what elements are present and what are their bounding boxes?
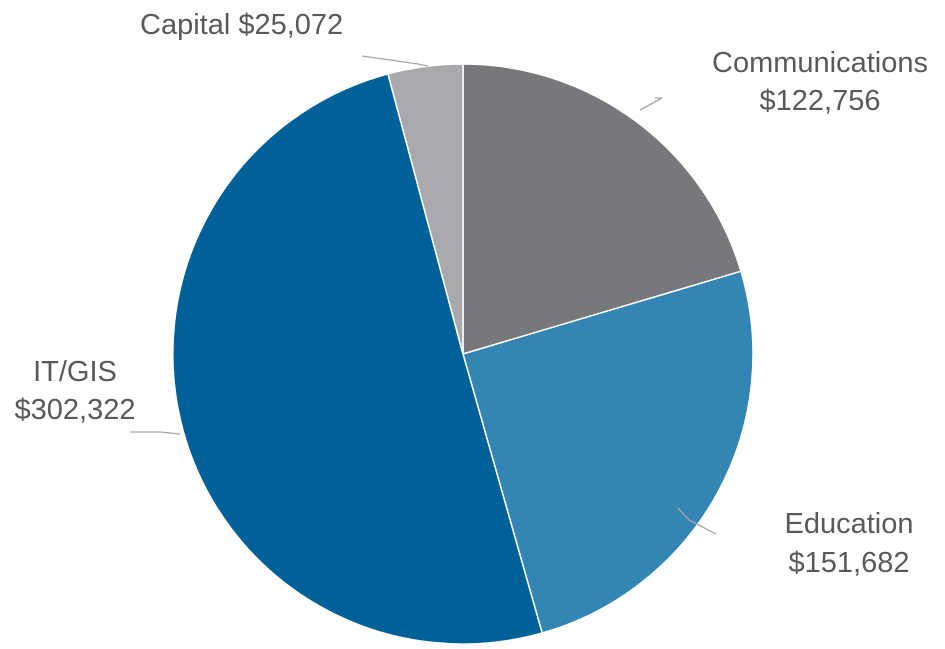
slice-communications[interactable] [462, 63, 742, 356]
leader-line-it-gis [130, 431, 181, 435]
pie-slices [172, 63, 754, 645]
label-capital: Capital $25,072 [140, 9, 343, 41]
slice-it-gis[interactable] [172, 72, 544, 645]
label-education-value: $151,682 [789, 547, 910, 579]
label-it-gis-name: IT/GIS [33, 356, 117, 388]
label-capital-name: Capital [140, 9, 230, 41]
leader-line-capital [361, 55, 429, 67]
label-communications-name: Communications [712, 47, 928, 79]
leader-lines [130, 55, 717, 535]
data-labels: Communications $122,756 Education $151,6… [15, 9, 928, 579]
leader-line-communications [639, 97, 663, 111]
label-capital-value: $25,072 [238, 9, 343, 41]
label-it-gis-value: $302,322 [15, 394, 136, 426]
label-education-name: Education [785, 508, 914, 540]
label-communications-value: $122,756 [760, 85, 881, 117]
leader-line-education [677, 507, 717, 535]
slice-education[interactable] [462, 270, 754, 634]
slice-capital[interactable] [387, 63, 464, 355]
